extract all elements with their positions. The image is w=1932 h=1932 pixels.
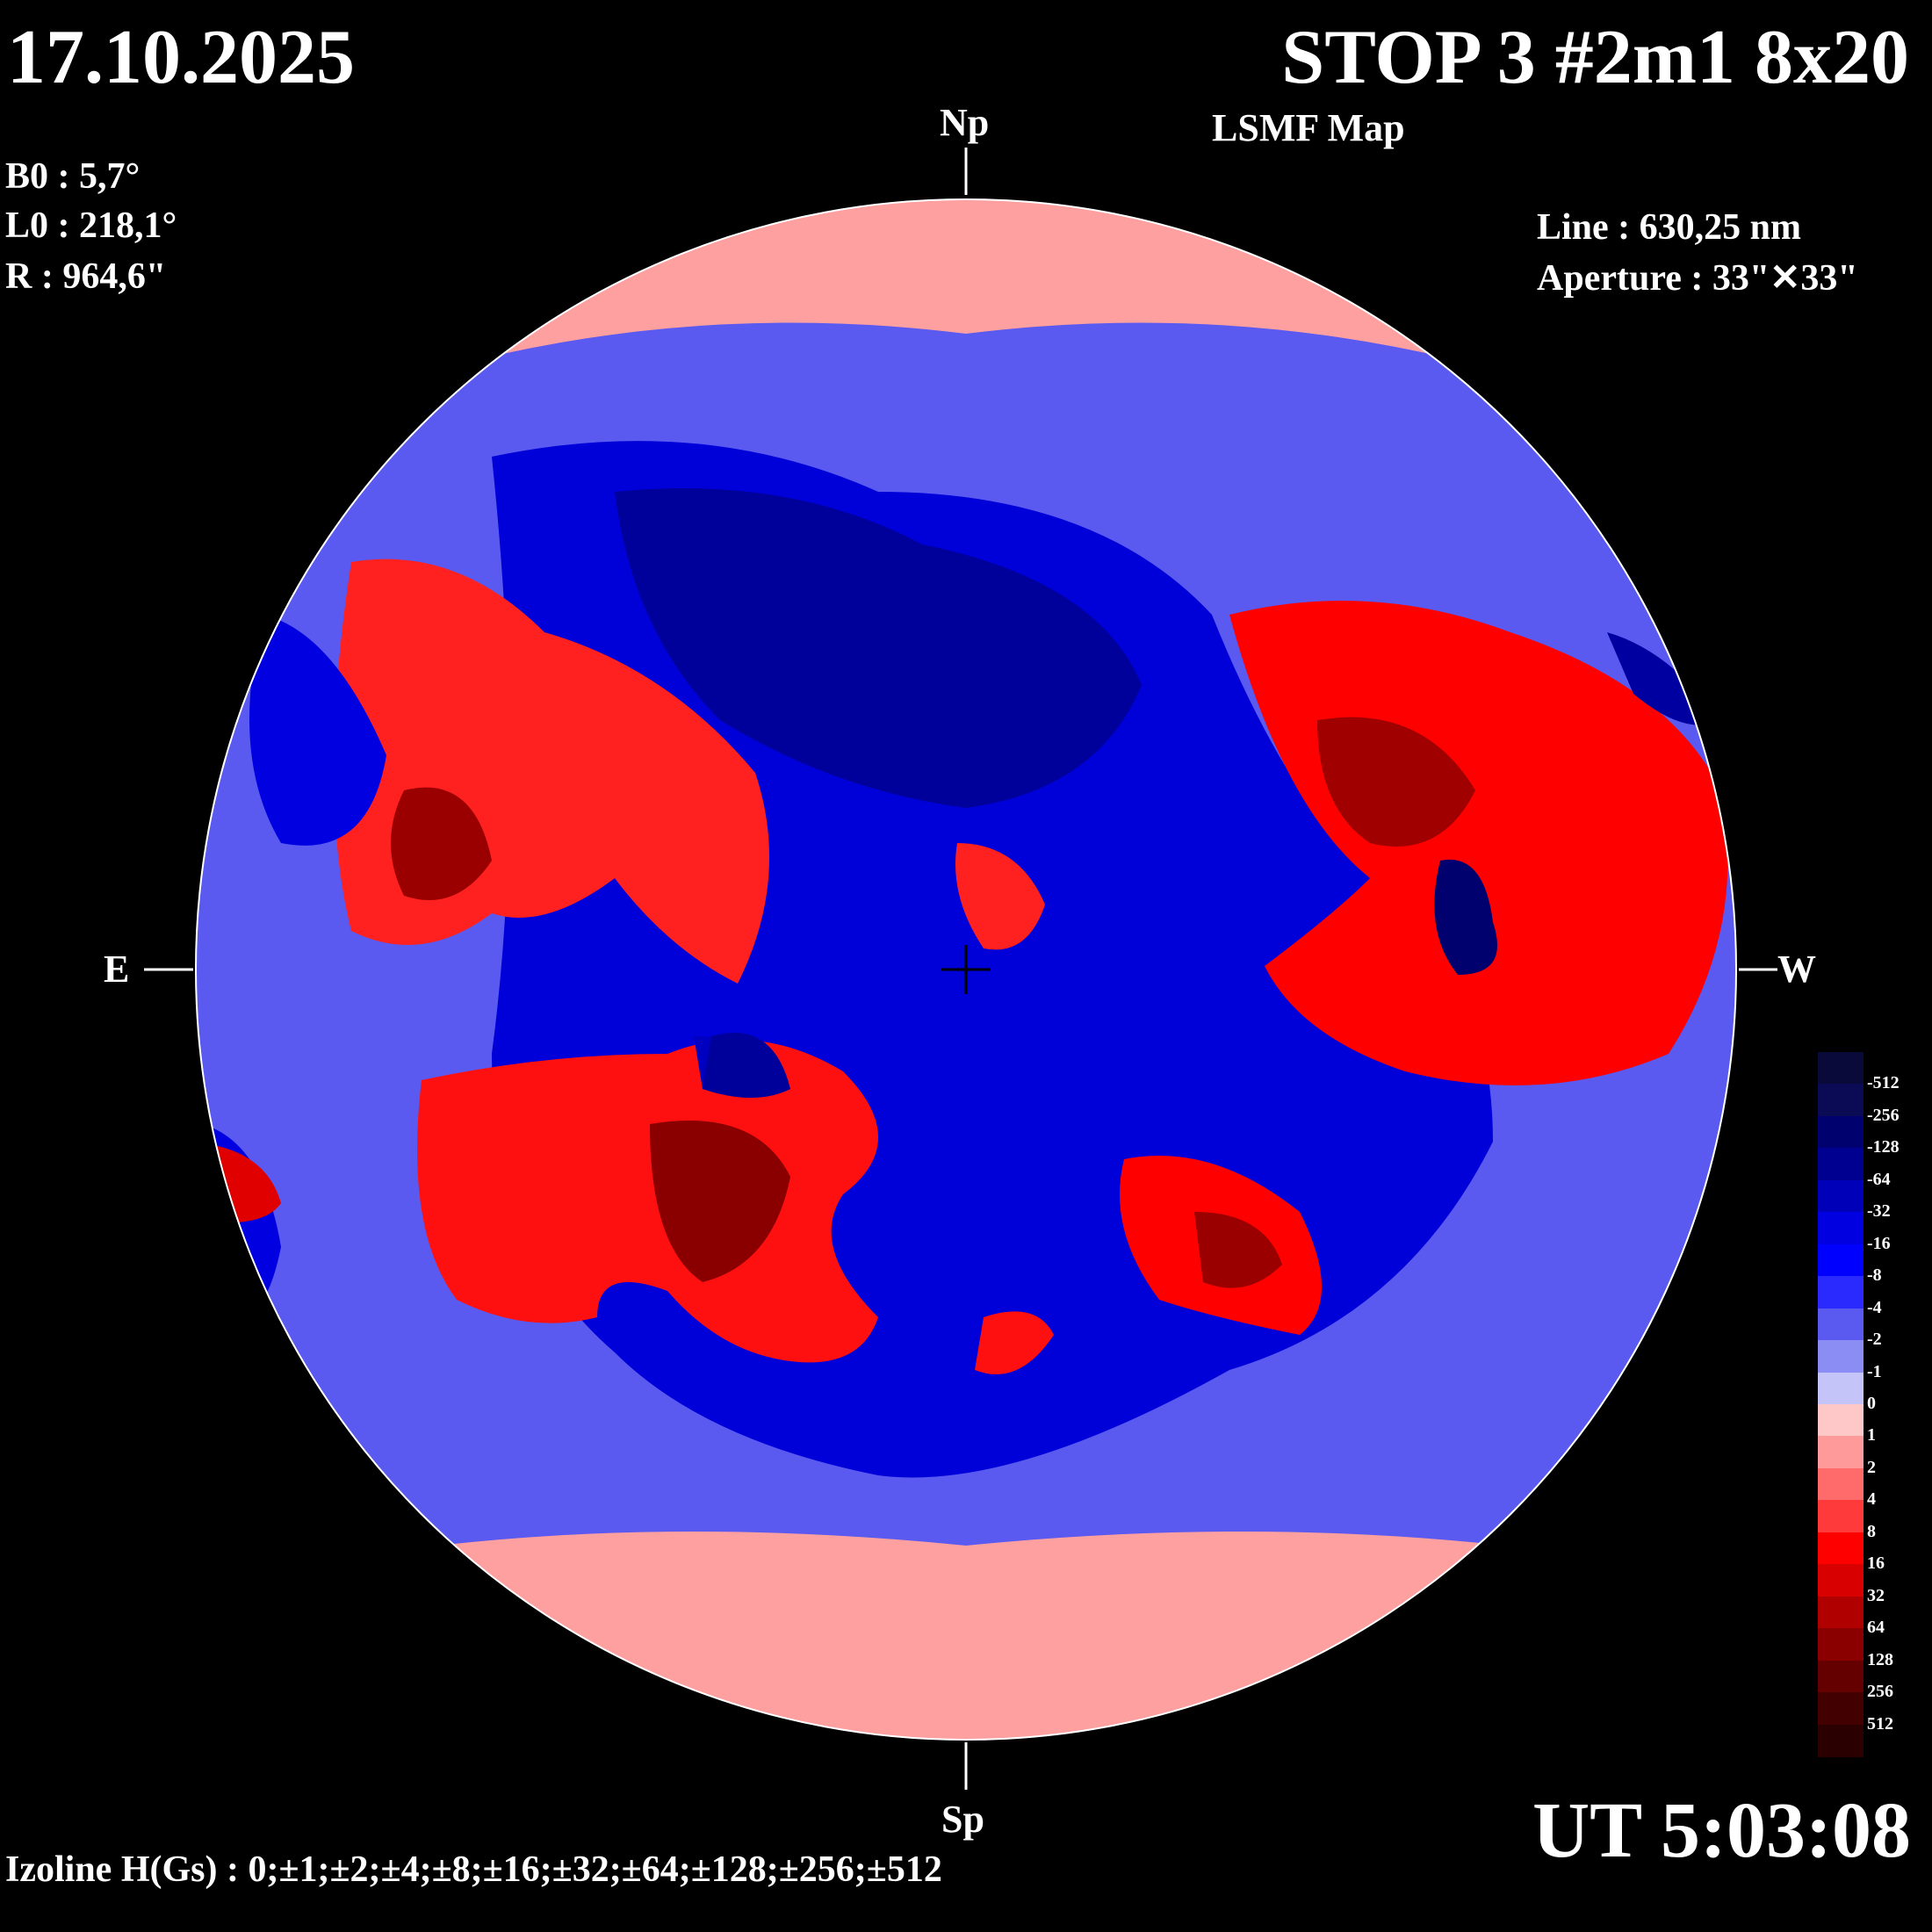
colorbar-label: 8: [1867, 1521, 1876, 1541]
central-negative-blob: [703, 1033, 790, 1098]
colorbar: [1818, 1052, 1864, 1757]
colorbar-segment: [1818, 1148, 1864, 1181]
south-central-strong-positive: [1194, 1212, 1282, 1288]
colorbar-label: -256: [1867, 1105, 1900, 1125]
colorbar-segment: [1818, 1340, 1864, 1373]
colorbar-label: 1: [1867, 1425, 1876, 1445]
colorbar-segment: [1818, 1115, 1864, 1150]
colorbar-label: 64: [1867, 1618, 1885, 1638]
north-pole-label: Np: [940, 101, 990, 144]
colorbar-segment: [1818, 1660, 1864, 1694]
colorbar-segment: [1818, 1724, 1864, 1757]
east-label: E: [104, 948, 130, 991]
ut-time: UT 5:03:08: [1532, 1787, 1911, 1874]
spectral-line: Line : 630,25 nm: [1537, 207, 1802, 248]
colorbar-label: -64: [1867, 1169, 1891, 1189]
map-title: STOP 3 #2m1 8x20: [1281, 15, 1909, 100]
colorbar-label: 4: [1867, 1489, 1876, 1510]
colorbar-segment: [1818, 1404, 1864, 1438]
colorbar-label: 512: [1867, 1713, 1893, 1734]
colorbar-label: -1: [1867, 1361, 1882, 1381]
colorbar-label: -16: [1867, 1233, 1891, 1253]
central-positive-blob: [955, 843, 1045, 950]
colorbar-segment: [1818, 1052, 1864, 1085]
colorbar-segment: [1818, 1467, 1864, 1502]
colorbar-label: -128: [1867, 1137, 1900, 1157]
map-subtitle: LSMF Map: [1212, 106, 1405, 149]
colorbar-segment: [1818, 1564, 1864, 1597]
colorbar-segment: [1818, 1436, 1864, 1469]
izoline-legend: Izoline H(Gs) : 0;±1;±2;±4;±8;±16;±32;±6…: [5, 1849, 942, 1890]
southeast-strong-positive: [650, 1121, 790, 1282]
colorbar-segment: [1818, 1628, 1864, 1662]
colorbar-label: -2: [1867, 1330, 1882, 1350]
colorbar-label: -512: [1867, 1073, 1900, 1093]
param-b0: B0 : 5,7°: [5, 156, 141, 197]
colorbar-label: -32: [1867, 1201, 1891, 1222]
colorbar-segment: [1818, 1244, 1864, 1278]
east-strong-positive: [391, 787, 492, 900]
west-negative-island: [1434, 859, 1497, 975]
aperture: Aperture : 33"✕33": [1537, 258, 1858, 299]
colorbar-label: -4: [1867, 1297, 1882, 1317]
west-strong-positive: [1317, 717, 1475, 847]
colorbar-segment: [1818, 1179, 1864, 1214]
colorbar-label: 16: [1867, 1554, 1885, 1574]
east-west-negative-patch: [249, 615, 386, 846]
colorbar-segment: [1818, 1276, 1864, 1309]
west-label: W: [1777, 948, 1816, 991]
colorbar-label: 2: [1867, 1457, 1876, 1477]
observation-date: 17.10.2025: [7, 15, 355, 100]
colorbar-label: 128: [1867, 1649, 1893, 1669]
colorbar-segment: [1818, 1212, 1864, 1245]
colorbar-label: -8: [1867, 1265, 1882, 1286]
colorbar-segment: [1818, 1500, 1864, 1533]
south-polar-positive-region: [316, 1532, 1633, 1740]
central-strong-negative: [615, 488, 1142, 808]
colorbar-segment: [1818, 1532, 1864, 1566]
south-pole-label: Sp: [941, 1798, 984, 1841]
colorbar-segment: [1818, 1372, 1864, 1405]
colorbar-label: 256: [1867, 1682, 1893, 1702]
param-l0: L0 : 218,1°: [5, 205, 177, 246]
disk-limb: [195, 198, 1737, 1741]
colorbar-segment: [1818, 1084, 1864, 1117]
colorbar-segment: [1818, 1308, 1864, 1342]
small-positive-blob: [975, 1311, 1054, 1374]
param-r: R : 964,6": [5, 256, 167, 297]
colorbar-segment: [1818, 1596, 1864, 1630]
colorbar-segment: [1818, 1692, 1864, 1726]
colorbar-label: 0: [1867, 1394, 1876, 1413]
colorbar-label: 32: [1867, 1585, 1885, 1605]
southeast-positive-region: [417, 1040, 878, 1363]
